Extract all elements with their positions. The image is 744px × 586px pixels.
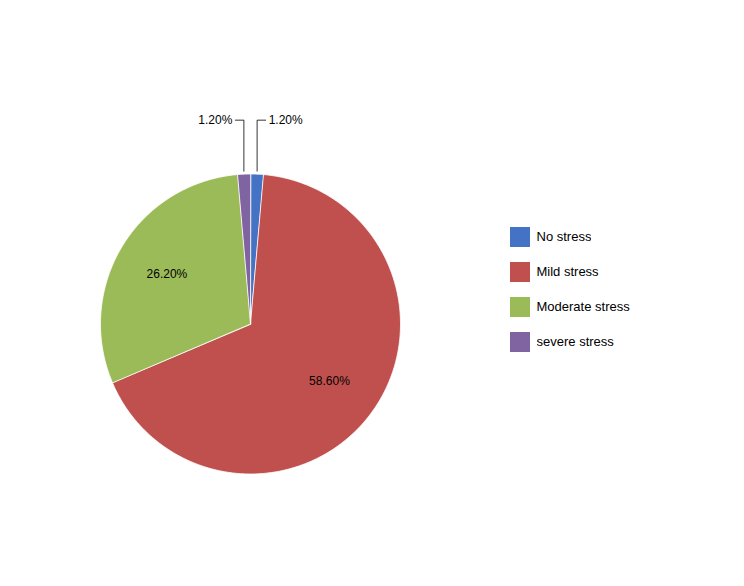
html-text:Moderate stress: Moderate stress — [536, 298, 630, 314]
html-text:severe stress: severe stress — [536, 333, 614, 349]
svg-text:58.60%: 58.60% — [309, 374, 350, 388]
svg-text:1.20%: 1.20% — [198, 113, 232, 127]
html-text:Mild stress: Mild stress — [536, 263, 599, 279]
svg-text:26.20%: 26.20% — [147, 266, 188, 280]
svg-text:1.20%: 1.20% — [269, 113, 303, 127]
html-text:No stress: No stress — [536, 228, 592, 244]
